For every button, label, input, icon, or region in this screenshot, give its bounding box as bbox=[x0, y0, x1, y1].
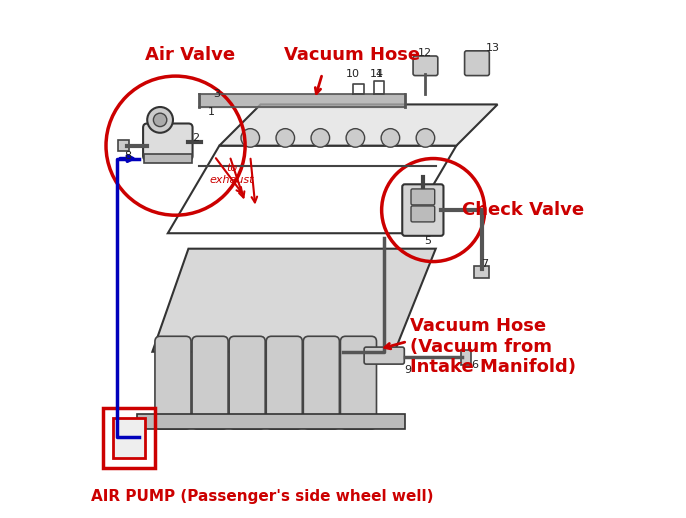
FancyBboxPatch shape bbox=[474, 266, 489, 278]
FancyBboxPatch shape bbox=[113, 418, 145, 458]
FancyBboxPatch shape bbox=[266, 336, 303, 429]
Text: AIR PUMP (Passenger's side wheel well): AIR PUMP (Passenger's side wheel well) bbox=[91, 488, 433, 503]
Text: 8: 8 bbox=[124, 151, 131, 161]
Text: 11: 11 bbox=[370, 68, 383, 79]
FancyBboxPatch shape bbox=[229, 336, 265, 429]
Text: Air Valve: Air Valve bbox=[145, 47, 235, 64]
Text: 4: 4 bbox=[375, 68, 383, 79]
FancyBboxPatch shape bbox=[411, 189, 435, 205]
Text: Check Valve: Check Valve bbox=[462, 201, 584, 219]
FancyBboxPatch shape bbox=[413, 56, 438, 76]
Circle shape bbox=[241, 128, 259, 147]
FancyBboxPatch shape bbox=[411, 206, 435, 222]
FancyBboxPatch shape bbox=[155, 336, 191, 429]
FancyBboxPatch shape bbox=[340, 336, 377, 429]
Polygon shape bbox=[220, 105, 497, 146]
Text: 6: 6 bbox=[471, 359, 478, 370]
Text: 9: 9 bbox=[404, 365, 411, 375]
FancyBboxPatch shape bbox=[303, 336, 340, 429]
Text: 5: 5 bbox=[425, 236, 431, 246]
FancyBboxPatch shape bbox=[464, 51, 489, 76]
Circle shape bbox=[381, 128, 400, 147]
FancyBboxPatch shape bbox=[143, 123, 193, 160]
Circle shape bbox=[416, 128, 435, 147]
Text: 10: 10 bbox=[346, 68, 360, 79]
Polygon shape bbox=[152, 249, 436, 352]
Text: 2: 2 bbox=[193, 133, 200, 143]
FancyBboxPatch shape bbox=[461, 350, 471, 365]
Text: 12: 12 bbox=[417, 48, 431, 58]
Circle shape bbox=[147, 107, 173, 133]
Text: Vacuum Hose: Vacuum Hose bbox=[284, 47, 420, 64]
Circle shape bbox=[346, 128, 365, 147]
Polygon shape bbox=[137, 413, 405, 429]
FancyBboxPatch shape bbox=[402, 184, 443, 236]
Circle shape bbox=[276, 128, 294, 147]
Circle shape bbox=[311, 128, 329, 147]
Text: 1: 1 bbox=[208, 107, 215, 117]
Circle shape bbox=[154, 113, 167, 126]
FancyBboxPatch shape bbox=[119, 140, 129, 151]
FancyBboxPatch shape bbox=[144, 154, 191, 163]
Text: Vacuum Hose
(Vacuum from
Intake Manifold): Vacuum Hose (Vacuum from Intake Manifold… bbox=[410, 317, 576, 377]
Text: to
exhaust: to exhaust bbox=[210, 163, 255, 185]
Text: 7: 7 bbox=[481, 259, 488, 269]
FancyBboxPatch shape bbox=[364, 347, 404, 364]
FancyBboxPatch shape bbox=[192, 336, 228, 429]
Text: 3: 3 bbox=[213, 89, 220, 99]
Text: 13: 13 bbox=[486, 43, 499, 53]
